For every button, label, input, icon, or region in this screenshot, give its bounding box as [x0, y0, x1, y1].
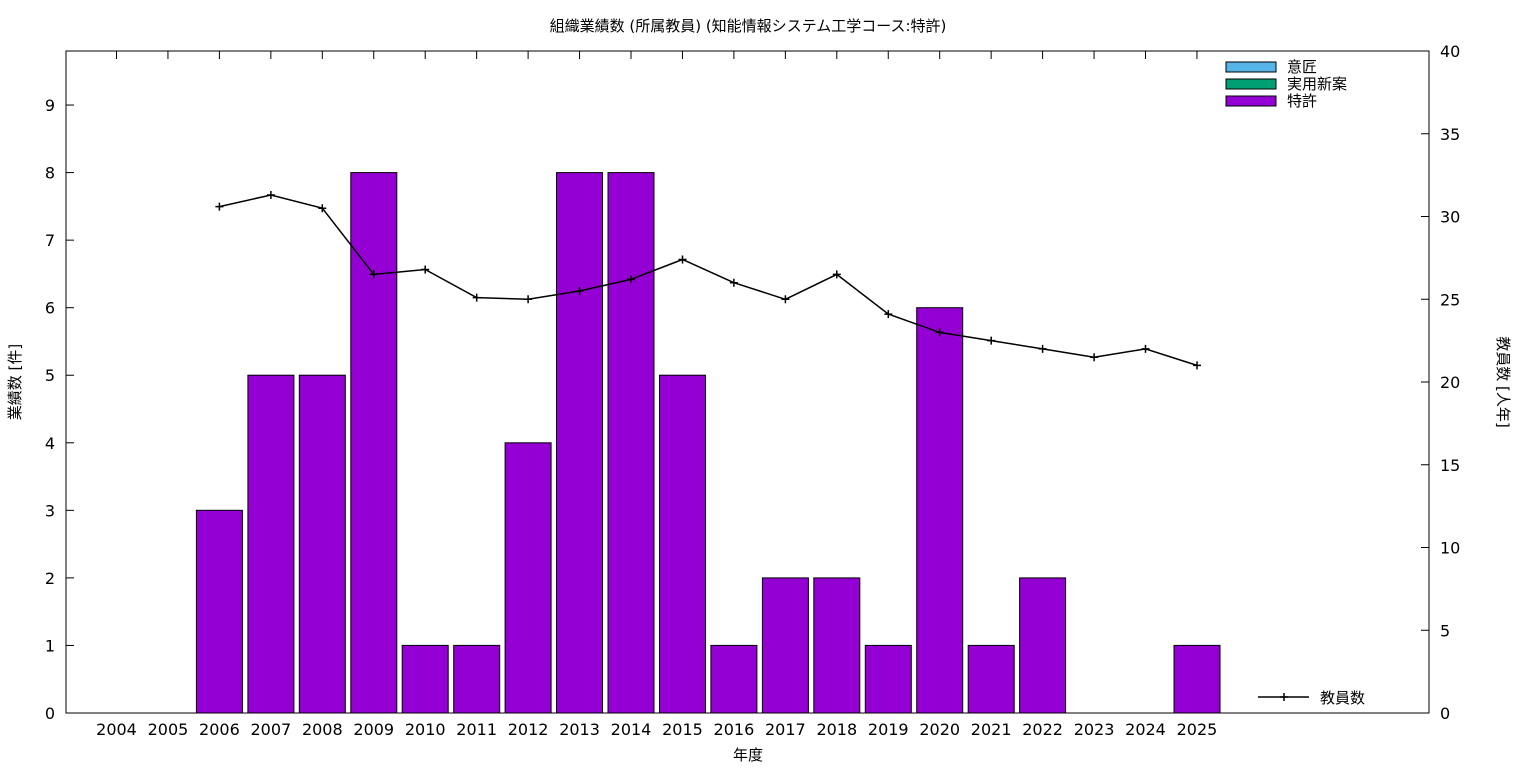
y2-tick-label: 10 [1440, 539, 1460, 558]
x-axis-title: 年度 [733, 746, 763, 764]
teacher-count-point-2012 [524, 295, 533, 304]
teacher-count-line [219, 194, 1198, 367]
teacher-count-point-2020 [935, 328, 944, 337]
y2-axis-title: 教員数 [人年] [1494, 336, 1512, 427]
teacher-count-point-2011 [472, 293, 481, 302]
legend-label-0: 意匠 [1287, 58, 1317, 76]
x-tick-label: 2021 [971, 720, 1012, 739]
teacher-count-point-2024 [1141, 344, 1150, 353]
teacher-count-line-group [215, 191, 1201, 370]
x-tick-label: 2024 [1125, 720, 1166, 739]
teacher-count-point-2014 [627, 275, 635, 284]
y-tick-label: 6 [45, 299, 55, 318]
y-tick-label: 4 [45, 434, 55, 453]
bar-2025-series-2 [1173, 644, 1221, 714]
bar-2020-series-2 [916, 307, 964, 714]
x-tick-label: 2023 [1074, 720, 1115, 739]
x-tick-label: 2013 [559, 720, 600, 739]
bar-2016-series-2 [710, 644, 758, 714]
bar-2011-series-2 [453, 644, 501, 714]
teacher-count-point-2021 [987, 336, 996, 345]
y2-tick-label: 5 [1440, 621, 1450, 640]
teacher-count-point-2009 [369, 270, 378, 279]
x-tick-label: 2014 [611, 720, 652, 739]
legend-line-label: 教員数 [1320, 689, 1365, 707]
teacher-count-point-2025 [1193, 361, 1201, 370]
x-tick-label: 2022 [1022, 720, 1063, 739]
x-tick-label: 2004 [96, 720, 137, 739]
teacher-count-point-2013 [575, 287, 584, 295]
bar-2022-series-2 [1019, 577, 1067, 714]
y2-tick-label: 35 [1440, 125, 1460, 144]
bar-2010-series-2 [401, 644, 449, 714]
legend-swatch-2 [1225, 95, 1277, 107]
bars-group [195, 172, 1221, 714]
teacher-count-point-2015 [678, 255, 687, 264]
x-tick-label: 2005 [148, 720, 189, 739]
y-tick-label: 8 [45, 164, 55, 183]
y-tick-label: 1 [45, 636, 55, 655]
y-tick-label: 2 [45, 569, 55, 588]
bar-2015-series-2 [659, 374, 706, 714]
bar-2018-series-2 [813, 577, 861, 714]
bar-2008-series-2 [298, 374, 346, 714]
x-tick-label: 2011 [456, 720, 497, 739]
y-tick-label: 5 [45, 366, 55, 385]
teacher-count-point-2019 [884, 310, 893, 319]
x-tick-label: 2009 [353, 720, 394, 739]
y2-tick-label: 30 [1440, 208, 1460, 227]
y2-tick-label: 15 [1440, 456, 1460, 475]
x-tick-label: 2025 [1177, 720, 1218, 739]
x-tick-label: 2019 [868, 720, 909, 739]
bar-2021-series-2 [967, 644, 1015, 714]
bar-2013-series-2 [556, 172, 603, 714]
bar-2019-series-2 [864, 644, 912, 714]
x-tick-label: 2017 [765, 720, 806, 739]
teacher-count-point-2022 [1038, 344, 1047, 353]
chart-title: 組織業績数 (所属教員) (知能情報システム工学コース:特許) [550, 17, 947, 35]
teacher-count-point-2008 [318, 204, 327, 213]
bar-2007-series-2 [247, 374, 295, 714]
teacher-count-point-2016 [729, 278, 738, 287]
legend-line-marker [1280, 693, 1288, 701]
teacher-count-point-2017 [781, 295, 790, 304]
bar-2012-series-2 [504, 442, 552, 714]
x-tick-label: 2015 [662, 720, 703, 739]
bar-2006-series-2 [195, 509, 243, 714]
x-tick-label: 2006 [199, 720, 240, 739]
y-tick-label: 7 [45, 231, 55, 250]
y2-tick-label: 0 [1440, 704, 1450, 723]
legend-label-1: 実用新案 [1287, 75, 1347, 93]
x-tick-label: 2016 [714, 720, 755, 739]
x-tick-label: 2020 [919, 720, 960, 739]
bar-2014-series-2 [607, 172, 655, 714]
y2-tick-label: 25 [1440, 290, 1460, 309]
x-tick-label: 2018 [816, 720, 857, 739]
y-tick-label: 3 [45, 501, 55, 520]
y-tick-label: 0 [45, 704, 55, 723]
bar-2009-series-2 [350, 172, 398, 714]
y-axis-title: 業績数 [件] [6, 344, 24, 420]
teacher-count-point-2018 [832, 270, 841, 279]
y-tick-label: 9 [45, 96, 55, 115]
x-tick-label: 2008 [302, 720, 343, 739]
y2-tick-label: 40 [1440, 42, 1460, 61]
legend-swatch-0 [1225, 61, 1277, 73]
teacher-count-point-2010 [421, 265, 430, 274]
x-tick-label: 2012 [508, 720, 549, 739]
x-tick-label: 2007 [250, 720, 291, 739]
teacher-count-point-2023 [1090, 353, 1099, 362]
x-tick-label: 2010 [405, 720, 446, 739]
teacher-count-point-2006 [215, 202, 224, 211]
bar-2017-series-2 [761, 577, 809, 714]
legend-swatch-1 [1225, 78, 1277, 90]
y2-tick-label: 20 [1440, 373, 1460, 392]
legend-label-2: 特許 [1287, 92, 1317, 110]
teacher-count-point-2007 [266, 191, 275, 199]
